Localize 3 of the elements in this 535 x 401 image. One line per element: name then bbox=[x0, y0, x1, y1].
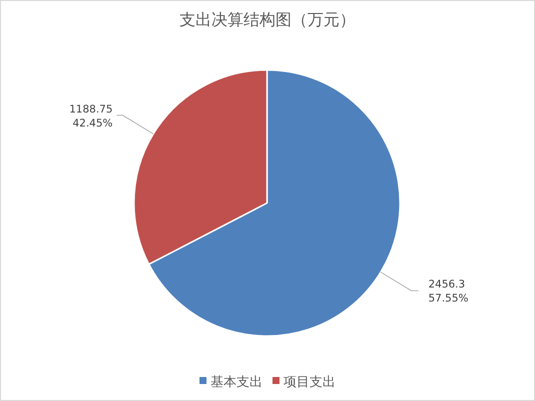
title: 支出决算结构图（万元） bbox=[180, 10, 356, 29]
legend-label: 项目支出 bbox=[284, 375, 336, 390]
legend-label: 基本支出 bbox=[210, 375, 262, 390]
